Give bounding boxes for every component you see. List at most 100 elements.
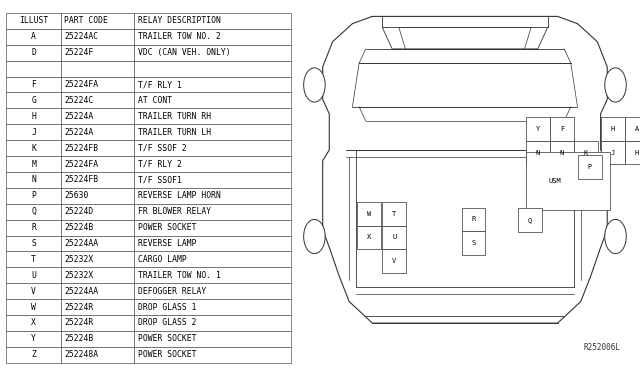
Text: FR BLOWER RELAY: FR BLOWER RELAY <box>138 207 211 216</box>
Text: REVERSE LAMP: REVERSE LAMP <box>138 239 196 248</box>
Bar <box>461 208 486 231</box>
Bar <box>61 45 134 61</box>
Text: T/F RLY 1: T/F RLY 1 <box>138 80 182 89</box>
Text: TRAILER TURN RH: TRAILER TURN RH <box>138 112 211 121</box>
Bar <box>578 155 602 179</box>
Bar <box>134 77 291 93</box>
Bar <box>382 202 406 226</box>
Text: 25224R: 25224R <box>64 318 93 327</box>
Text: S: S <box>31 239 36 248</box>
Bar <box>134 124 291 140</box>
Text: PART CODE: PART CODE <box>64 16 108 25</box>
Bar <box>61 235 134 251</box>
Bar <box>134 283 291 299</box>
Text: 25224FB: 25224FB <box>64 176 98 185</box>
Text: 25224F: 25224F <box>64 48 93 57</box>
Text: 25232X: 25232X <box>64 271 93 280</box>
Text: N: N <box>536 150 540 155</box>
Bar <box>357 202 381 226</box>
Text: 25224FB: 25224FB <box>64 144 98 153</box>
Text: TRAILER TOW NO. 1: TRAILER TOW NO. 1 <box>138 271 220 280</box>
Text: P: P <box>588 164 592 170</box>
Ellipse shape <box>303 219 325 254</box>
Text: 25224A: 25224A <box>64 112 93 121</box>
Text: R: R <box>31 223 36 232</box>
Bar <box>61 61 134 77</box>
Text: T/F RLY 2: T/F RLY 2 <box>138 160 182 169</box>
Text: 25224AA: 25224AA <box>64 239 98 248</box>
Text: 252248A: 252248A <box>64 350 98 359</box>
Text: TRAILER TOW NO. 2: TRAILER TOW NO. 2 <box>138 32 220 41</box>
Bar <box>625 118 640 141</box>
Bar <box>61 251 134 267</box>
Text: VDC (CAN VEH. ONLY): VDC (CAN VEH. ONLY) <box>138 48 230 57</box>
Bar <box>134 235 291 251</box>
Bar <box>134 347 291 363</box>
Bar <box>6 156 61 172</box>
Text: S: S <box>472 240 476 246</box>
Bar <box>61 283 134 299</box>
Bar <box>6 45 61 61</box>
Bar <box>6 283 61 299</box>
Text: 25224AA: 25224AA <box>64 287 98 296</box>
Text: T/F SSOF 2: T/F SSOF 2 <box>138 144 186 153</box>
Text: DEFOGGER RELAY: DEFOGGER RELAY <box>138 287 206 296</box>
Text: POWER SOCKET: POWER SOCKET <box>138 223 196 232</box>
Bar <box>382 226 406 249</box>
Text: Y: Y <box>31 334 36 343</box>
Bar <box>61 93 134 108</box>
Bar <box>550 141 574 164</box>
Bar <box>61 331 134 347</box>
Bar <box>574 141 598 164</box>
Bar <box>61 347 134 363</box>
Text: R: R <box>472 217 476 222</box>
Bar <box>6 29 61 45</box>
Ellipse shape <box>303 68 325 102</box>
Text: 25224C: 25224C <box>64 96 93 105</box>
Bar <box>61 156 134 172</box>
Bar <box>6 61 61 77</box>
Text: 25630: 25630 <box>64 191 88 200</box>
Text: D: D <box>31 48 36 57</box>
Text: W: W <box>367 211 371 217</box>
Bar <box>6 347 61 363</box>
Bar <box>61 299 134 315</box>
Bar <box>382 249 406 273</box>
Bar <box>134 140 291 156</box>
Text: N: N <box>560 150 564 155</box>
Bar <box>6 188 61 204</box>
Text: T: T <box>31 255 36 264</box>
Text: ILLUST: ILLUST <box>19 16 48 25</box>
Ellipse shape <box>605 219 627 254</box>
Bar <box>134 315 291 331</box>
Bar <box>526 141 550 164</box>
Bar <box>6 13 61 29</box>
Text: POWER SOCKET: POWER SOCKET <box>138 350 196 359</box>
Text: P: P <box>31 191 36 200</box>
Bar <box>134 299 291 315</box>
Text: TRAILER TURN LH: TRAILER TURN LH <box>138 128 211 137</box>
Bar <box>61 108 134 124</box>
Bar <box>461 231 486 254</box>
Text: 25224D: 25224D <box>64 207 93 216</box>
Bar <box>526 118 550 141</box>
Text: 25224R: 25224R <box>64 302 93 312</box>
Bar <box>6 172 61 188</box>
Text: Q: Q <box>528 217 532 223</box>
Text: 25224B: 25224B <box>64 334 93 343</box>
Bar <box>61 204 134 219</box>
Bar <box>134 331 291 347</box>
Bar <box>526 152 609 210</box>
Text: W: W <box>31 302 36 312</box>
Text: V: V <box>31 287 36 296</box>
Text: REVERSE LAMP HORN: REVERSE LAMP HORN <box>138 191 220 200</box>
Bar <box>550 118 574 141</box>
Ellipse shape <box>605 68 627 102</box>
Bar <box>134 188 291 204</box>
Bar <box>134 172 291 188</box>
Text: K: K <box>584 150 588 155</box>
Bar <box>61 13 134 29</box>
Text: H: H <box>611 126 615 132</box>
Bar <box>61 219 134 235</box>
Text: T/F SSOF1: T/F SSOF1 <box>138 176 182 185</box>
